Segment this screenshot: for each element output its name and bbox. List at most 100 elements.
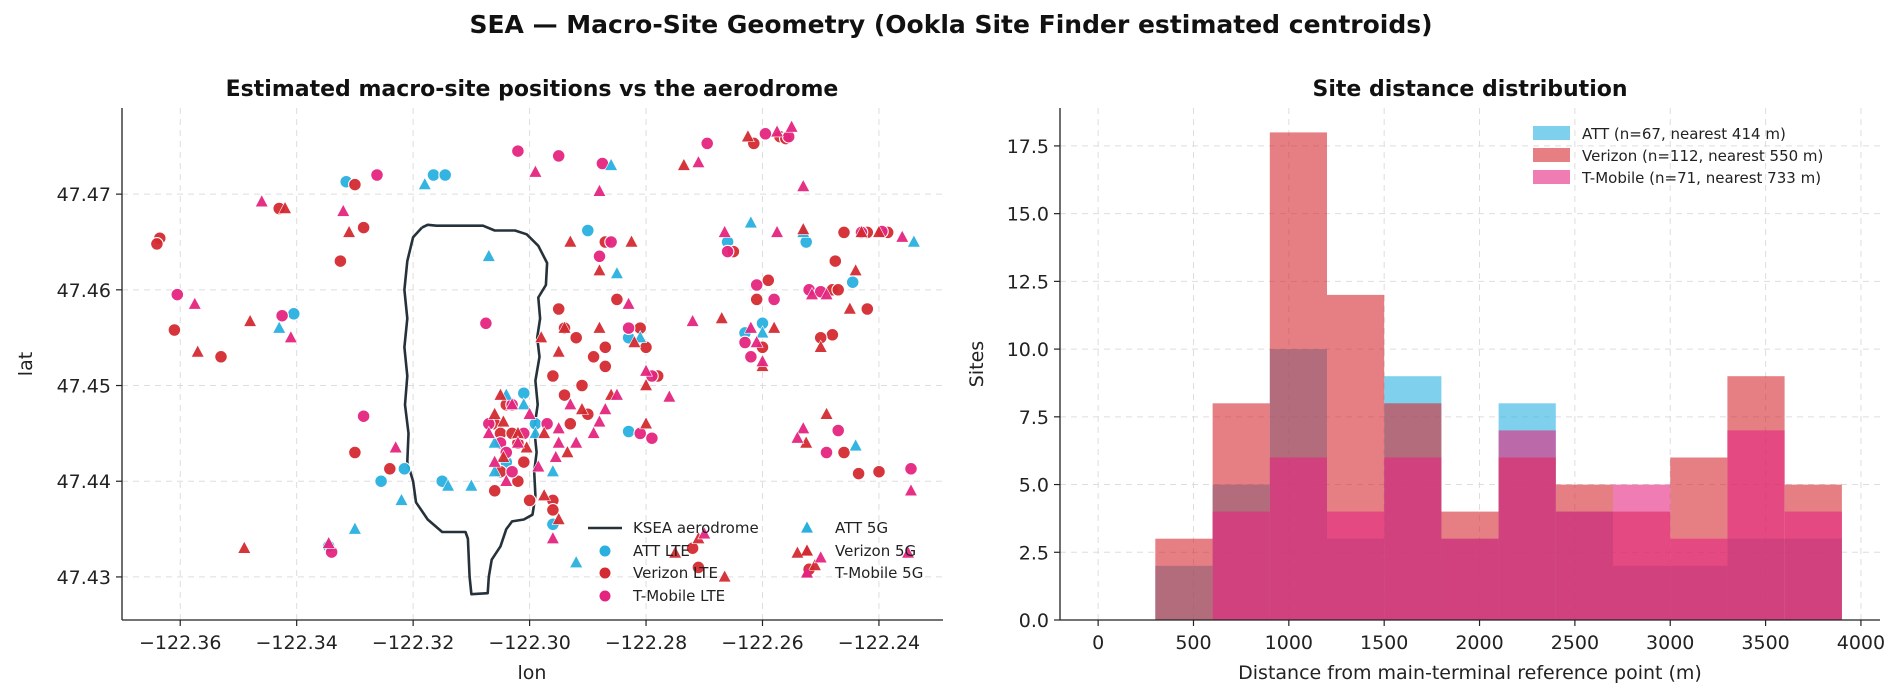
point-tmobile-5g: [551, 420, 566, 434]
point-verizon-5g: [487, 406, 502, 420]
point-att-lte: [438, 168, 453, 182]
point-verizon-lte: [761, 273, 776, 288]
scatter-legend: KSEA aerodrome ATT LTE Verizon LTE T-Mobile…: [588, 519, 923, 605]
point-verizon-5g: [551, 344, 566, 358]
histogram-bar-tmobile: [1498, 430, 1556, 620]
scatter-y-tick-label: 47.45: [57, 376, 111, 398]
point-verizon-lte: [214, 349, 228, 364]
point-att-5g: [272, 320, 287, 334]
point-tmobile-5g: [592, 183, 607, 197]
point-tmobile-5g: [790, 430, 805, 444]
histogram-y-tick-label: 2.5: [1019, 542, 1049, 564]
point-verizon-5g: [848, 263, 863, 277]
point-verizon-5g: [767, 320, 782, 334]
point-tmobile-lte: [551, 149, 566, 163]
scatter-legend-label: ATT 5G: [835, 519, 888, 537]
histogram-bar-tmobile: [1670, 538, 1728, 620]
scatter-legend-item: Verizon LTE: [598, 564, 718, 582]
point-tmobile-5g: [904, 483, 918, 497]
scatter-legend-item: ATT 5G: [801, 519, 888, 537]
point-tmobile-5g: [796, 420, 811, 434]
point-verizon-5g: [842, 301, 857, 315]
scatter-legend-label: T-Mobile LTE: [632, 587, 725, 605]
point-att-5g: [569, 554, 584, 568]
point-verizon-5g: [714, 310, 729, 324]
point-tmobile-lte: [170, 287, 185, 302]
scatter-legend-label: Verizon LTE: [633, 564, 718, 582]
point-tmobile-lte: [749, 278, 764, 292]
histogram-y-tick-label: 12.5: [1007, 271, 1049, 293]
point-verizon-lte: [348, 445, 362, 460]
point-verizon-lte: [598, 340, 613, 355]
point-att-5g: [487, 464, 502, 478]
scatter-legend-label: KSEA aerodrome: [633, 519, 759, 537]
point-tmobile-lte: [720, 244, 735, 259]
point-tmobile-5g: [548, 449, 563, 463]
histogram-y-label: Sites: [966, 341, 988, 387]
scatter-y-tick-label: 47.43: [57, 567, 111, 589]
histogram-legend-swatch: [1533, 170, 1570, 184]
scatter-x-tick-label: −122.36: [139, 632, 221, 654]
point-tmobile-5g: [522, 406, 537, 420]
point-att-5g: [743, 215, 758, 229]
point-tmobile-5g: [717, 224, 732, 238]
point-tmobile-lte: [700, 136, 715, 151]
histogram-y-tick-label: 0.0: [1019, 610, 1049, 632]
histogram-y-ticks: 0.0 2.5 5.0 7.5 10.0 12.5 15.0 17.5: [1007, 136, 1060, 632]
point-att-5g: [545, 464, 560, 478]
histogram-legend-label: ATT (n=67, nearest 414 m): [1582, 125, 1786, 143]
point-att-5g: [394, 492, 409, 506]
scatter-x-tick-label: −122.28: [605, 632, 687, 654]
series-tmobile-5g: [187, 119, 918, 564]
point-tmobile-5g: [499, 473, 514, 487]
histogram-x-tick-label: 500: [1175, 632, 1211, 654]
scatter-legend-label: Verizon 5G: [835, 542, 916, 560]
point-tmobile-lte: [505, 464, 519, 479]
scatter-legend-label: T-Mobile 5G: [834, 564, 923, 582]
point-verizon-5g: [243, 313, 258, 327]
point-verizon-lte: [563, 416, 578, 431]
point-verizon-lte: [557, 388, 572, 402]
point-verizon-lte: [598, 359, 613, 374]
point-tmobile-5g: [321, 535, 336, 549]
point-att-5g: [609, 265, 624, 279]
point-att-5g: [604, 157, 619, 171]
point-tmobile-5g: [336, 203, 351, 217]
point-verizon-5g: [790, 545, 805, 559]
point-verizon-5g: [537, 487, 552, 501]
histogram-legend-label: Verizon (n=112, nearest 550 m): [1582, 147, 1823, 165]
histogram-bar-tmobile: [1784, 511, 1842, 620]
point-verizon-5g: [854, 224, 869, 238]
point-tmobile-5g: [697, 526, 712, 540]
point-att-lte: [845, 275, 860, 290]
point-tmobile-5g: [662, 389, 677, 403]
point-verizon-lte: [356, 220, 371, 235]
point-att-lte: [621, 424, 636, 439]
histogram-y-tick-label: 10.0: [1007, 339, 1049, 361]
point-verizon-lte: [825, 327, 840, 342]
aerodrome-outline: [403, 223, 549, 596]
point-tmobile-5g: [254, 194, 269, 208]
point-att-5g: [464, 478, 479, 492]
point-tmobile-lte: [370, 168, 384, 182]
scatter-y-tick-label: 47.44: [57, 471, 111, 493]
point-verizon-lte: [851, 466, 866, 481]
point-tmobile-5g: [598, 401, 613, 415]
histogram-bar-tmobile: [1269, 457, 1327, 620]
point-verizon-lte: [569, 330, 584, 345]
scatter-x-tick-label: −122.34: [255, 632, 337, 654]
point-verizon-lte: [551, 302, 566, 316]
point-verizon-5g: [237, 540, 252, 554]
histogram-legend-swatch: [1533, 148, 1570, 162]
histogram-x-ticks: 0 500 1000 1500 2000 2500 3000 3500 4000: [1092, 620, 1885, 654]
point-tmobile-5g: [551, 435, 566, 449]
histogram-x-tick-label: 4000: [1837, 632, 1885, 654]
point-tmobile-lte: [767, 292, 781, 307]
histogram-bar-tmobile: [1212, 511, 1270, 620]
scatter-panel: Estimated macro-site positions vs the ae…: [15, 77, 943, 684]
point-tmobile-5g: [685, 313, 700, 327]
point-verizon-lte: [575, 378, 589, 393]
point-att-lte: [580, 223, 595, 238]
histogram-x-tick-label: 2000: [1455, 632, 1503, 654]
point-tmobile-lte: [831, 423, 846, 438]
